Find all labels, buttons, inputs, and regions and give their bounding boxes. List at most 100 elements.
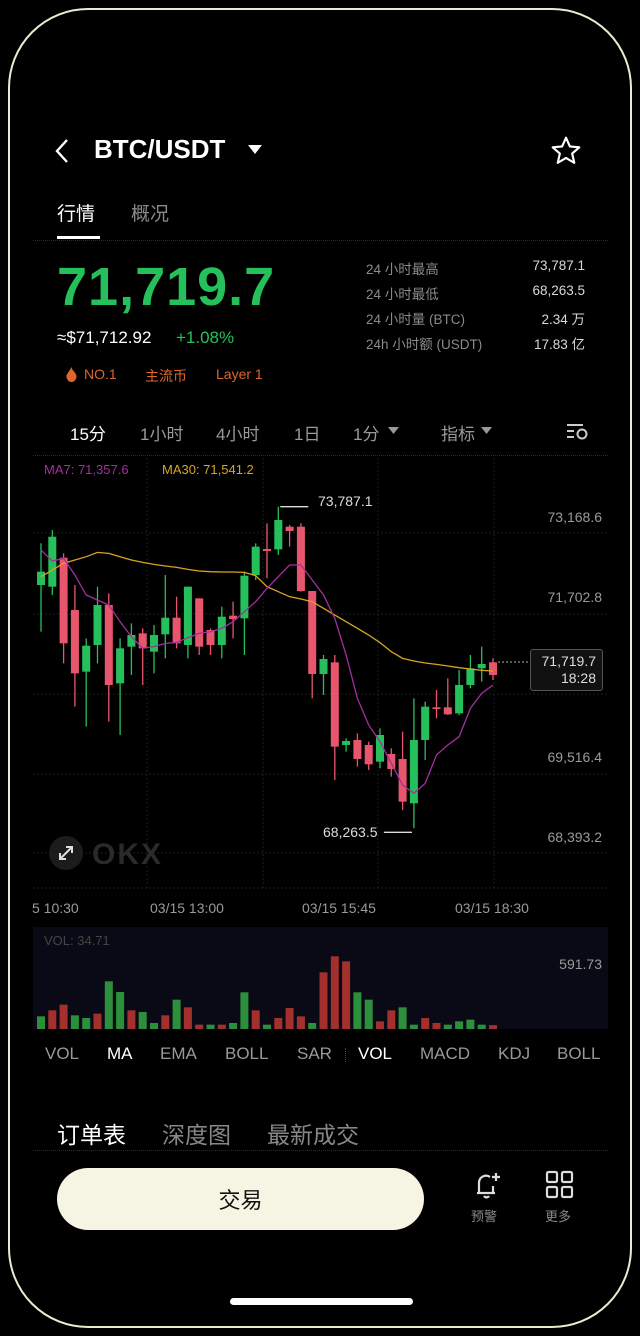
- indicator-ema[interactable]: EMA: [160, 1044, 197, 1063]
- active-tab-indicator: [57, 236, 100, 239]
- home-indicator[interactable]: [230, 1298, 413, 1305]
- candle-body: [59, 557, 68, 644]
- volume-bar: [466, 1019, 475, 1029]
- indicator-ma[interactable]: MA: [107, 1044, 133, 1063]
- indicator-vol[interactable]: VOL: [45, 1044, 80, 1063]
- x-tick: 5 10:30: [32, 900, 79, 916]
- y-tick: 68,393.2: [547, 829, 603, 845]
- volume-bar: [217, 1024, 226, 1029]
- bell-add-icon[interactable]: [470, 1168, 504, 1202]
- tab-depth-chart[interactable]: 深度图: [162, 1122, 231, 1148]
- volume-bar: [183, 1007, 192, 1029]
- volume-bar: [229, 1022, 238, 1029]
- trade-button-label: 交易: [218, 1188, 263, 1213]
- volume-bar: [172, 999, 181, 1029]
- x-tick: 03/15 13:00: [150, 900, 224, 916]
- volume-bar: [296, 1016, 305, 1029]
- volume-bar: [274, 1017, 283, 1029]
- current-price-tag: 71,719.7 18:28: [530, 649, 603, 691]
- pair-title[interactable]: BTC/USDT: [94, 134, 226, 164]
- volume-bar: [364, 999, 373, 1029]
- candle-body: [308, 591, 317, 675]
- candle-body: [217, 616, 226, 646]
- indicator-macd[interactable]: MACD: [420, 1044, 471, 1063]
- device-frame: [8, 8, 632, 1328]
- ma30-legend: MA30: 71,541.2: [162, 462, 254, 477]
- tab-order-book[interactable]: 订单表: [57, 1122, 126, 1148]
- candle-body: [82, 645, 91, 672]
- volume-bar: [489, 1025, 497, 1029]
- chevron-left-icon[interactable]: [54, 138, 70, 164]
- candle-body: [432, 707, 441, 709]
- ma7-line: [40, 549, 494, 795]
- volume-bar: [455, 1021, 464, 1029]
- candle-body: [206, 630, 215, 646]
- tab-overview[interactable]: 概况: [131, 204, 170, 225]
- stat-label: 24 小时量 (BTC): [366, 312, 466, 327]
- volume-bar: [206, 1024, 215, 1029]
- timeframe-4h[interactable]: 4小时: [216, 425, 260, 444]
- star-outline-icon[interactable]: [550, 135, 582, 167]
- x-tick: 03/15 18:30: [455, 900, 529, 916]
- volume-bar: [82, 1017, 91, 1029]
- stat-value: 2.34 万: [541, 312, 585, 327]
- tag-category[interactable]: 主流币: [145, 368, 187, 384]
- grid-icon[interactable]: [545, 1170, 575, 1200]
- volume-bar: [285, 1007, 294, 1029]
- volume-bar: [398, 1007, 407, 1029]
- caret-down-icon[interactable]: [248, 145, 262, 155]
- candle-body: [172, 617, 181, 644]
- candle-body: [116, 648, 125, 684]
- tag-rank[interactable]: NO.1: [84, 366, 117, 382]
- stat-label: 24 小时最低: [366, 287, 439, 302]
- chart-settings-icon[interactable]: [566, 422, 590, 440]
- indicator-sar[interactable]: SAR: [297, 1044, 332, 1063]
- stat-label: 24 小时最高: [366, 262, 439, 277]
- flame-icon: [66, 367, 77, 382]
- timeframe-more[interactable]: 1分: [353, 425, 380, 444]
- candle-body: [353, 739, 362, 759]
- volume-bar: [59, 1004, 68, 1029]
- trade-button[interactable]: 交易: [57, 1168, 424, 1230]
- indicator-sub-vol[interactable]: VOL: [358, 1044, 393, 1063]
- candle-body: [138, 633, 147, 649]
- timeframe-15m[interactable]: 15分: [70, 425, 106, 444]
- candle-body: [195, 598, 204, 647]
- x-tick: 03/15 15:45: [302, 900, 376, 916]
- candle-body: [37, 571, 45, 586]
- candle-body: [330, 662, 339, 747]
- divider: [33, 1150, 608, 1151]
- usd-price: ≈$71,712.92: [57, 328, 152, 347]
- candle-body: [421, 706, 430, 740]
- indicator-boll[interactable]: BOLL: [225, 1044, 269, 1063]
- volume-bar: [387, 1010, 396, 1029]
- high-marker-label: 73,787.1: [318, 493, 373, 509]
- indicators-dropdown[interactable]: 指标: [441, 425, 475, 444]
- volume-max-label: 591.73: [559, 956, 602, 972]
- candle-body: [376, 734, 384, 762]
- volume-bar: [330, 956, 339, 1029]
- candle-body: [477, 664, 486, 669]
- tab-market[interactable]: 行情: [57, 204, 96, 225]
- candle-body: [398, 758, 407, 802]
- timeframe-1h[interactable]: 1小时: [140, 425, 184, 444]
- candle-body: [455, 685, 464, 714]
- volume-bar: [376, 1021, 384, 1029]
- caret-down-icon: [388, 427, 399, 434]
- candle-body: [127, 635, 136, 647]
- volume-bar: [342, 961, 351, 1029]
- timeframe-1d[interactable]: 1日: [294, 425, 321, 444]
- indicator-sub-boll[interactable]: BOLL: [557, 1044, 601, 1063]
- volume-legend: VOL: 34.71: [44, 933, 110, 948]
- volume-bar: [93, 1013, 102, 1029]
- volume-bar: [421, 1017, 430, 1029]
- tag-layer[interactable]: Layer 1: [216, 366, 263, 382]
- y-tick: 71,702.8: [547, 589, 603, 605]
- alert-label[interactable]: 预警: [471, 1209, 498, 1224]
- indicator-kdj[interactable]: KDJ: [498, 1044, 531, 1063]
- volume-bar: [104, 981, 113, 1029]
- more-label[interactable]: 更多: [545, 1209, 572, 1224]
- fullscreen-button[interactable]: [49, 836, 83, 870]
- candlestick-chart[interactable]: [0, 0, 640, 1040]
- tab-latest-trades[interactable]: 最新成交: [267, 1122, 359, 1148]
